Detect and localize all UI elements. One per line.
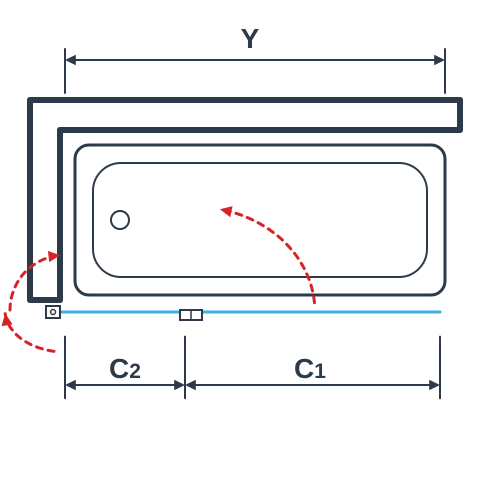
tub-inner — [93, 163, 427, 277]
wall-bracket-icon — [46, 306, 60, 318]
tub-outer — [75, 145, 445, 295]
label-y: Y — [241, 23, 260, 54]
label-c2: C2 — [109, 353, 141, 384]
label-c1: C1 — [294, 353, 326, 384]
shower-diagram: Y C2 C1 — [0, 0, 500, 500]
drain-icon — [111, 211, 129, 229]
